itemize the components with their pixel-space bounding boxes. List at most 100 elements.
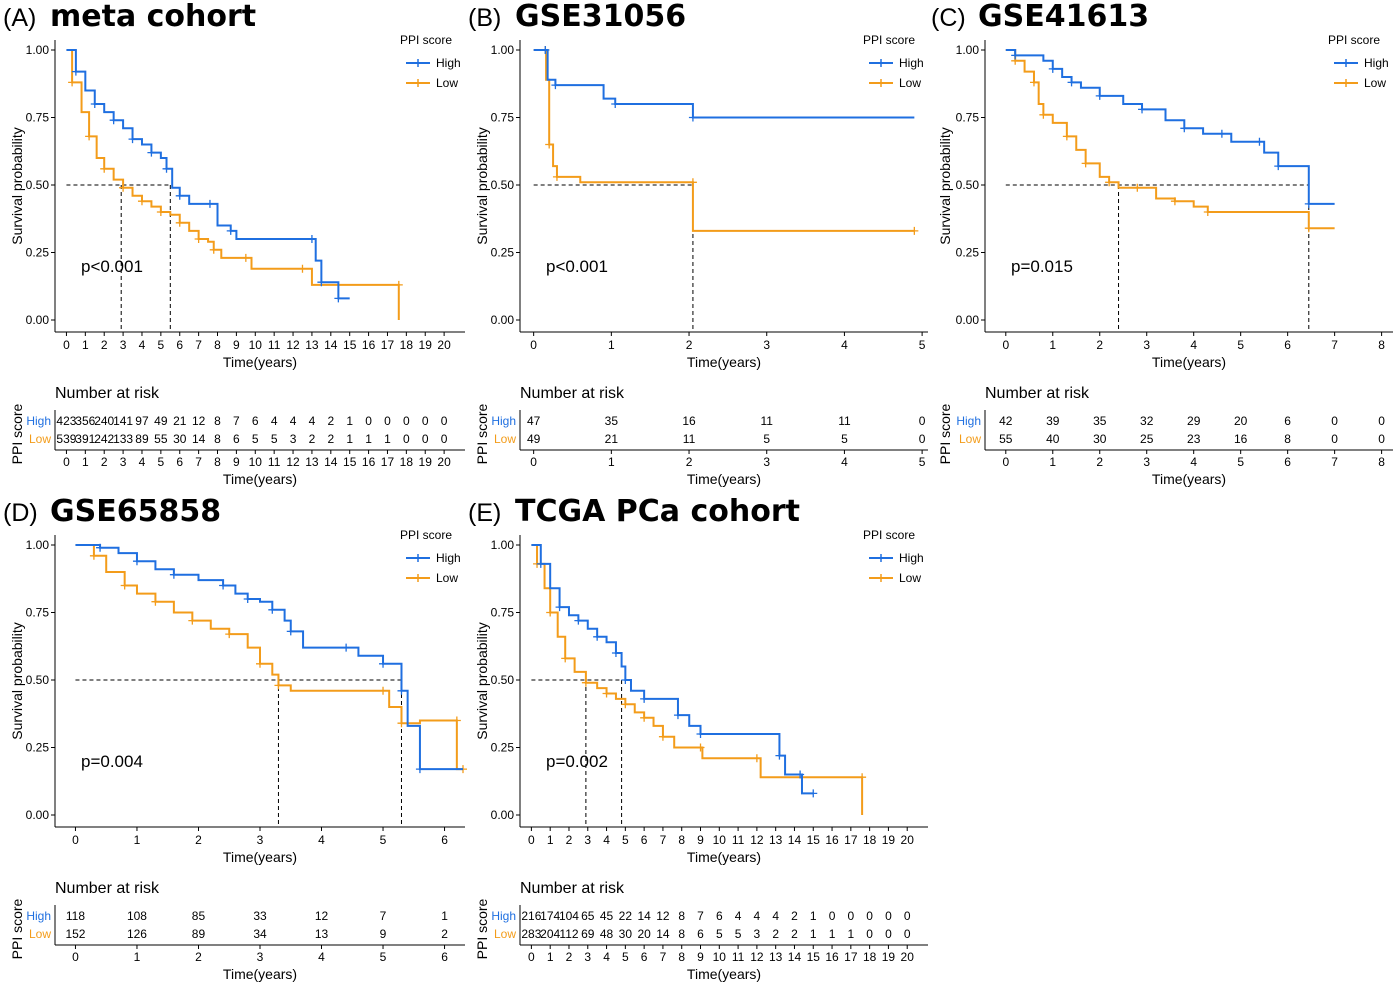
x-tick-label: 17 — [844, 833, 858, 847]
risk-x-tick-label: 3 — [763, 455, 770, 469]
risk-count-low: 1 — [384, 432, 391, 446]
x-tick-label: 3 — [120, 338, 127, 352]
risk-count-high: 4 — [772, 909, 779, 923]
x-tick-label: 7 — [1331, 338, 1338, 352]
censor-mark — [274, 681, 283, 690]
censor-mark — [100, 164, 109, 173]
risk-table-title: Number at risk — [520, 880, 625, 897]
x-tick-label: 19 — [419, 338, 433, 352]
censor-mark — [1133, 183, 1142, 192]
risk-x-tick-label: 12 — [750, 950, 764, 964]
risk-count-low: 2 — [327, 432, 334, 446]
risk-x-tick-label: 20 — [437, 455, 451, 469]
y-tick-label: 1.00 — [26, 538, 50, 552]
risk-row-label-low: Low — [29, 927, 51, 941]
risk-x-tick-label: 7 — [1331, 455, 1338, 469]
risk-x-tick-label: 4 — [318, 950, 325, 964]
risk-count-low: 283 — [521, 927, 541, 941]
censor-mark — [209, 245, 218, 254]
censor-mark — [397, 719, 406, 728]
legend-label-high: High — [1364, 56, 1389, 70]
risk-x-tick-label: 3 — [257, 950, 264, 964]
risk-x-tick-label: 20 — [901, 950, 915, 964]
risk-table-title: Number at risk — [985, 385, 1090, 402]
x-tick-label: 4 — [1190, 338, 1197, 352]
panel-tag: (E) — [468, 499, 501, 527]
censor-mark — [394, 280, 403, 289]
risk-count-low: 242 — [94, 432, 114, 446]
x-tick-label: 4 — [139, 338, 146, 352]
censor-mark — [621, 700, 630, 709]
series-line-high — [75, 544, 463, 771]
risk-count-high: 7 — [697, 909, 704, 923]
censor-mark — [545, 140, 554, 149]
censor-mark — [611, 100, 620, 108]
censor-mark — [156, 208, 165, 216]
x-tick-label: 5 — [622, 833, 629, 847]
censor-mark — [241, 253, 250, 262]
risk-count-low: 0 — [885, 927, 892, 941]
risk-count-high: 174 — [540, 909, 560, 923]
risk-x-tick-label: 13 — [305, 455, 319, 469]
risk-count-low: 2 — [772, 927, 779, 941]
x-tick-label: 0 — [72, 833, 79, 847]
x-tick-label: 7 — [660, 833, 667, 847]
censor-mark — [775, 751, 784, 760]
censor-mark — [581, 678, 590, 687]
legend-label-high: High — [436, 551, 461, 565]
censor-mark — [574, 616, 583, 625]
y-tick-label: 0.75 — [491, 111, 515, 125]
y-tick-label: 0.50 — [956, 178, 980, 192]
risk-x-tick-label: 1 — [82, 455, 89, 469]
censor-mark — [132, 557, 141, 566]
censor-mark — [162, 164, 171, 173]
censor-mark — [379, 686, 388, 695]
risk-count-low: 25 — [1140, 432, 1154, 446]
y-tick-label: 1.00 — [491, 43, 515, 57]
risk-count-low: 152 — [65, 927, 85, 941]
y-axis-label: Survival probability — [9, 622, 25, 740]
y-tick-label: 0.75 — [956, 111, 980, 125]
risk-x-tick-label: 5 — [919, 455, 926, 469]
risk-count-low: 0 — [441, 432, 448, 446]
y-tick-label: 0.50 — [26, 178, 50, 192]
risk-y-label: PPI score — [937, 403, 953, 464]
risk-count-high: 1 — [346, 414, 353, 428]
x-tick-label: 14 — [788, 833, 802, 847]
risk-count-high: 104 — [559, 909, 579, 923]
censor-mark — [858, 773, 867, 782]
x-axis-label: Time(years) — [223, 354, 297, 370]
risk-x-tick-label: 8 — [214, 455, 221, 469]
risk-count-high: 0 — [384, 414, 391, 428]
risk-count-high: 0 — [422, 414, 429, 428]
x-tick-label: 10 — [713, 833, 727, 847]
x-tick-label: 1 — [134, 833, 141, 847]
censor-mark — [307, 235, 316, 243]
p-value: p=0.004 — [81, 752, 143, 771]
risk-x-tick-label: 13 — [769, 950, 783, 964]
y-axis-label: Survival probability — [474, 127, 490, 245]
x-tick-label: 9 — [697, 833, 704, 847]
risk-x-tick-label: 10 — [249, 455, 263, 469]
censor-mark — [1180, 124, 1189, 133]
risk-row-label-low: Low — [959, 432, 981, 446]
risk-count-high: 32 — [1140, 414, 1154, 428]
censor-mark — [397, 686, 406, 695]
risk-count-high: 65 — [581, 909, 595, 923]
risk-count-high: 356 — [75, 414, 95, 428]
risk-count-low: 20 — [637, 927, 651, 941]
x-tick-label: 8 — [1378, 338, 1385, 352]
risk-count-high: 4 — [290, 414, 297, 428]
censor-mark — [1255, 137, 1264, 146]
censor-mark — [169, 570, 178, 579]
y-tick-label: 0.75 — [26, 606, 50, 620]
legend-label-low: Low — [436, 76, 458, 90]
censor-mark — [225, 630, 234, 639]
legend-title: PPI score — [863, 528, 915, 542]
risk-count-high: 2 — [791, 909, 798, 923]
x-tick-label: 2 — [101, 338, 108, 352]
risk-x-tick-label: 9 — [233, 455, 240, 469]
y-axis-label: Survival probability — [9, 127, 25, 245]
censor-mark — [809, 789, 818, 798]
